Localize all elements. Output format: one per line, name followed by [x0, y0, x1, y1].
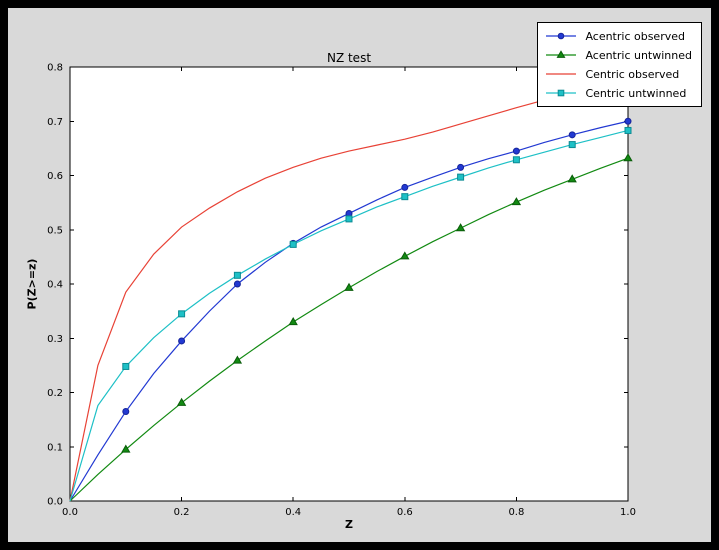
marker-triangle — [288, 316, 298, 326]
y-tick-label: 0.5 — [47, 225, 63, 236]
marker-square — [558, 89, 565, 97]
legend: Acentric observed Acentric untwinned Centr… — [537, 22, 702, 107]
marker-square — [401, 193, 409, 201]
marker-circle — [401, 183, 409, 191]
legend-label-acentric-observed: Acentric observed — [585, 29, 685, 43]
marker-triangle — [511, 197, 522, 206]
marker-circle — [457, 163, 465, 171]
marker-triangle — [567, 174, 577, 183]
marker-square — [345, 215, 353, 223]
marker-square — [568, 141, 576, 149]
x-axis-label: Z — [345, 518, 353, 531]
marker-square — [512, 156, 520, 164]
marker-triangle — [400, 251, 410, 260]
marker-triangle — [176, 397, 187, 406]
y-tick-label: 0.8 — [47, 63, 63, 74]
y-tick-label: 0.0 — [47, 497, 63, 508]
marker-triangle — [344, 282, 354, 291]
y-tick-label: 0.1 — [47, 442, 63, 453]
x-tick-label: 0.4 — [285, 507, 301, 518]
figure: 0.0 0.2 0.4 0.6 0.8 1.0 0.0 0.1 0.2 0.3 0.4 0.5 0.6 0… — [8, 8, 711, 542]
marker-circle — [512, 147, 520, 155]
x-tick-label: 0.2 — [174, 507, 190, 518]
marker-square — [624, 126, 632, 134]
marker-square — [178, 310, 186, 318]
marker-triangle — [623, 153, 633, 162]
y-tick-label: 0.7 — [47, 117, 63, 128]
x-tick-label: 0.8 — [508, 507, 524, 518]
marker-square — [233, 271, 241, 279]
y-tick-label: 0.3 — [47, 334, 63, 345]
chart-canvas: 0.0 0.2 0.4 0.6 0.8 1.0 0.0 0.1 0.2 0.3 0.4 0.5 0.6 0… — [47, 63, 636, 519]
marker-triangle — [121, 444, 131, 453]
marker-square — [457, 173, 465, 181]
legend-item-acentric-untwinned: Acentric untwinned — [545, 47, 692, 63]
marker-circle — [624, 117, 632, 125]
y-axis-label: P(Z>=z) — [25, 258, 39, 310]
x-tick-label: 1.0 — [620, 507, 636, 518]
marker-square — [289, 240, 297, 248]
marker-circle — [558, 32, 565, 40]
legend-item-centric-untwinned: Centric untwinned — [545, 85, 692, 101]
y-tick-label: 0.6 — [47, 171, 63, 182]
legend-swatch-acentric-untwinned — [546, 50, 577, 58]
y-tick-label: 0.4 — [47, 280, 63, 291]
legend-item-centric-observed: Centric observed — [545, 66, 692, 82]
legend-label-centric-untwinned: Centric untwinned — [585, 86, 687, 100]
x-tick-label: 0.6 — [397, 507, 413, 518]
legend-label-centric-observed: Centric observed — [585, 67, 680, 81]
marker-square — [122, 362, 130, 370]
marker-circle — [233, 280, 241, 288]
series-line-centric-observed — [69, 79, 629, 502]
marker-circle — [178, 337, 186, 345]
legend-swatch-acentric-observed — [546, 32, 577, 40]
chart-title: NZ test — [326, 51, 372, 65]
marker-triangle — [556, 50, 566, 58]
marker-triangle — [455, 223, 466, 232]
marker-triangle — [232, 355, 243, 364]
marker-circle — [568, 131, 576, 139]
legend-item-acentric-observed: Acentric observed — [545, 28, 692, 44]
legend-swatch-centric-observed — [546, 73, 577, 75]
legend-label-acentric-untwinned: Acentric untwinned — [585, 48, 692, 62]
x-tick-label: 0.0 — [62, 507, 78, 518]
y-tick-label: 0.2 — [47, 388, 63, 399]
marker-circle — [122, 407, 130, 415]
legend-swatch-centric-untwinned — [546, 89, 577, 97]
